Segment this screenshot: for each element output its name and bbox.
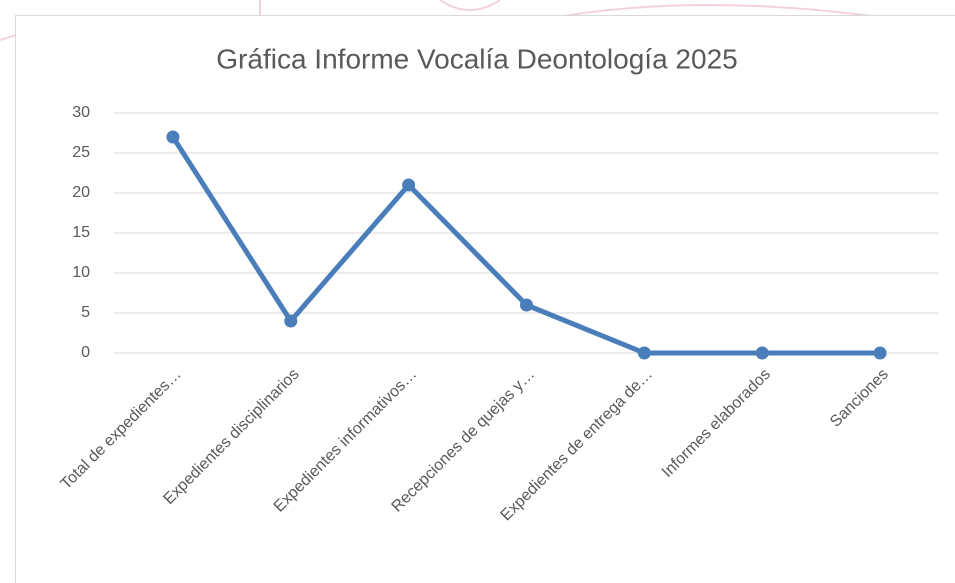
data-point bbox=[755, 346, 769, 360]
y-tick-label: 25 bbox=[72, 144, 90, 161]
chart-frame bbox=[15, 15, 955, 583]
data-point bbox=[402, 178, 416, 192]
data-point bbox=[284, 314, 298, 328]
data-point bbox=[637, 346, 651, 360]
data-point bbox=[873, 346, 887, 360]
y-tick-label: 5 bbox=[81, 304, 90, 321]
y-tick-label: 30 bbox=[72, 104, 90, 121]
y-tick-label: 0 bbox=[81, 344, 90, 361]
data-point bbox=[166, 130, 180, 144]
y-tick-label: 15 bbox=[72, 224, 90, 241]
chart-title: Gráfica Informe Vocalía Deontología 2025 bbox=[216, 43, 737, 74]
data-point bbox=[520, 298, 533, 312]
y-tick-label: 20 bbox=[72, 184, 90, 201]
y-tick-label: 10 bbox=[72, 264, 90, 281]
